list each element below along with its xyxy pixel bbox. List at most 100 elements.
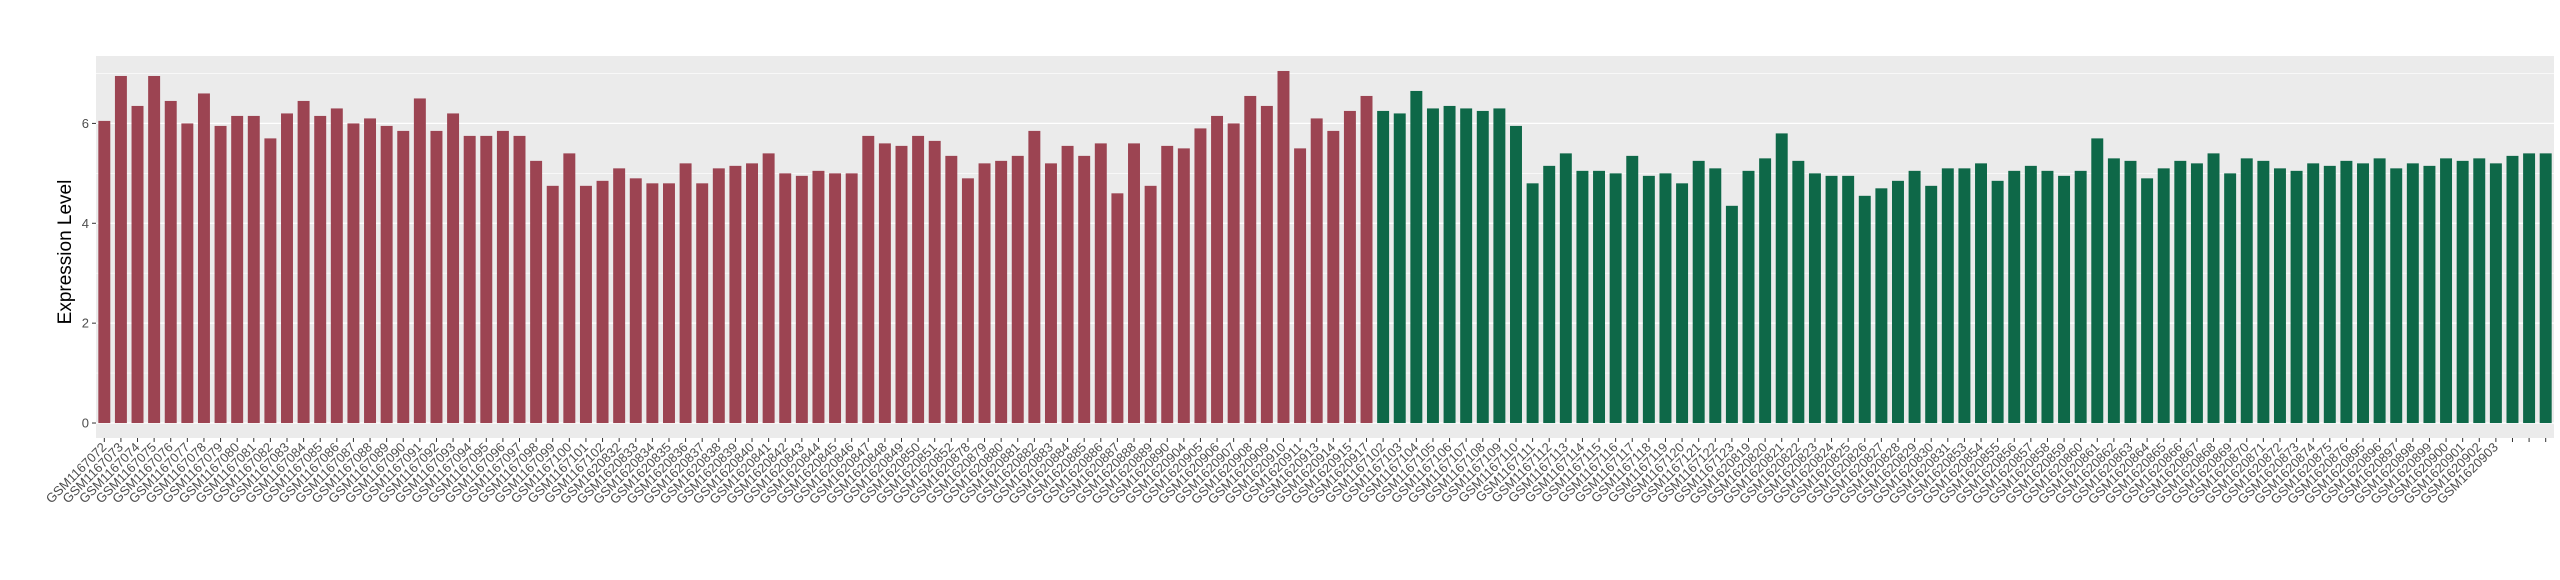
bar	[878, 143, 891, 424]
bar	[1327, 130, 1340, 424]
bar	[912, 135, 925, 424]
bar	[1858, 195, 1871, 424]
bar	[397, 130, 410, 424]
bar	[563, 153, 576, 424]
bar	[1792, 160, 1805, 424]
bar	[1875, 188, 1888, 424]
bar	[2224, 173, 2237, 424]
bar	[1526, 183, 1539, 424]
bar	[945, 155, 958, 424]
bar	[2406, 163, 2419, 424]
bar	[779, 173, 792, 424]
bar	[646, 183, 659, 424]
bar	[579, 185, 592, 424]
bar	[2390, 168, 2403, 424]
bar	[463, 135, 476, 424]
bar	[1991, 180, 2004, 424]
bar	[2240, 158, 2253, 424]
bar	[413, 98, 426, 424]
bar	[1360, 95, 1373, 424]
y-axis: 0 2 4 6	[82, 116, 96, 431]
bar	[1543, 165, 1556, 424]
bar	[895, 145, 908, 424]
bar	[1842, 175, 1855, 424]
bar	[795, 175, 808, 424]
bar	[480, 135, 493, 424]
bar	[928, 140, 941, 424]
bar	[314, 115, 327, 424]
bar	[961, 178, 974, 424]
bar	[1011, 155, 1024, 424]
bar	[1626, 155, 1639, 424]
bar	[1194, 128, 1207, 424]
bar	[1676, 183, 1689, 424]
bar	[1775, 133, 1788, 424]
bar	[862, 135, 875, 424]
bar	[1211, 115, 1224, 424]
bar	[712, 168, 725, 424]
bar	[2440, 158, 2453, 424]
bar	[447, 113, 460, 424]
bar	[2523, 153, 2536, 424]
bar	[1028, 130, 1041, 424]
bar	[613, 168, 626, 424]
bar	[2456, 160, 2469, 424]
bar	[2539, 153, 2552, 424]
bar	[546, 185, 559, 424]
bar	[2357, 163, 2369, 424]
bar	[2473, 158, 2486, 424]
bar	[1892, 180, 1904, 424]
y-tick-label: 6	[82, 116, 89, 131]
bar	[995, 160, 1008, 424]
bar	[114, 75, 127, 424]
bar	[1343, 110, 1356, 424]
bar	[1144, 185, 1157, 424]
bar	[2489, 163, 2502, 424]
bar	[1825, 175, 1838, 424]
bar	[1260, 105, 1273, 424]
bar	[629, 178, 642, 424]
bar	[1725, 205, 1738, 424]
bar	[1709, 168, 1722, 424]
bar	[1808, 173, 1821, 424]
bar	[1975, 163, 1987, 424]
bar	[2174, 160, 2187, 424]
bar	[812, 170, 825, 424]
bar	[1958, 168, 1971, 424]
bar	[1244, 95, 1257, 424]
bar	[496, 130, 509, 424]
bar	[746, 163, 758, 424]
bar	[1559, 153, 1572, 424]
bar	[2141, 178, 2154, 424]
bar	[1377, 110, 1390, 424]
bar	[1177, 148, 1190, 424]
bar	[1094, 143, 1107, 424]
bar	[380, 125, 393, 424]
bar	[2024, 165, 2037, 424]
bar	[1692, 160, 1705, 424]
bar	[845, 173, 858, 424]
bar	[530, 160, 543, 424]
bar	[2074, 170, 2087, 424]
bar	[1044, 163, 1057, 424]
bar	[2423, 165, 2436, 424]
bar	[1277, 70, 1290, 424]
bar	[2107, 158, 2120, 424]
bar	[2008, 170, 2021, 424]
bar	[762, 153, 775, 424]
bar	[1111, 193, 1124, 424]
bar	[1510, 125, 1522, 424]
bar	[978, 163, 991, 424]
bar	[1593, 170, 1606, 424]
bar	[164, 100, 177, 424]
y-tick-label: 0	[82, 416, 89, 431]
bar	[281, 113, 293, 424]
bar	[1460, 108, 1473, 424]
bar	[264, 138, 277, 424]
bar	[829, 173, 842, 424]
bar	[1443, 105, 1456, 424]
bar	[1393, 113, 1406, 424]
bar	[1925, 185, 1938, 424]
bar	[1061, 145, 1074, 424]
bar	[1609, 173, 1622, 424]
